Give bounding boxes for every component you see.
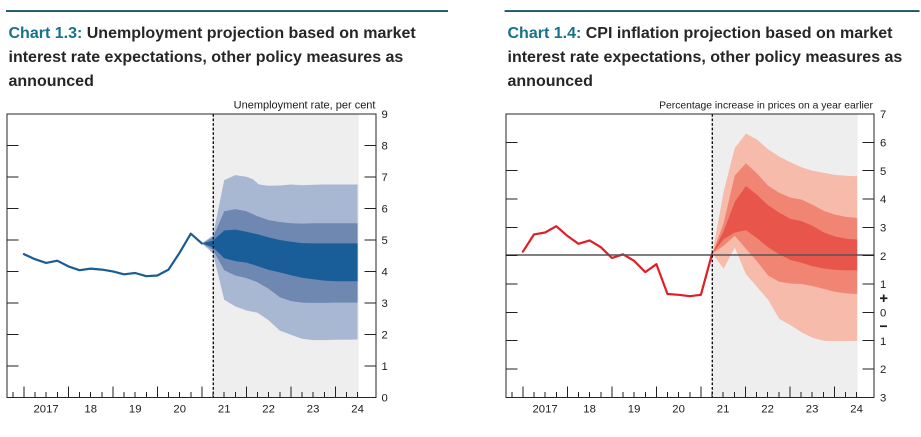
svg-text:4: 4 [880, 194, 886, 206]
svg-text:20: 20 [672, 403, 685, 415]
svg-text:6: 6 [880, 137, 886, 149]
svg-text:3: 3 [880, 223, 886, 235]
svg-text:21: 21 [218, 403, 231, 415]
svg-text:2017: 2017 [34, 403, 59, 415]
svg-text:22: 22 [262, 403, 275, 415]
svg-text:7: 7 [382, 172, 388, 184]
svg-text:Chart 1.4: CPI inflation proje: Chart 1.4: CPI inflation projection base… [508, 25, 894, 42]
svg-text:2: 2 [382, 330, 388, 342]
svg-text:0: 0 [382, 393, 388, 405]
svg-text:3: 3 [382, 298, 388, 310]
svg-text:interest rate expectations, ot: interest rate expectations, other policy… [508, 49, 903, 66]
svg-text:20: 20 [173, 403, 186, 415]
svg-text:21: 21 [717, 403, 730, 415]
svg-text:2: 2 [880, 364, 886, 376]
svg-text:1: 1 [382, 361, 388, 373]
svg-text:8: 8 [382, 141, 388, 153]
svg-text:19: 19 [628, 403, 641, 415]
svg-text:23: 23 [806, 403, 819, 415]
svg-text:Unemployment rate, per cent: Unemployment rate, per cent [234, 100, 376, 112]
svg-text:18: 18 [84, 403, 97, 415]
svg-text:5: 5 [880, 166, 886, 178]
svg-text:19: 19 [129, 403, 142, 415]
svg-text:announced: announced [9, 73, 94, 90]
svg-text:1: 1 [880, 336, 886, 348]
svg-text:5: 5 [382, 235, 388, 247]
svg-text:24: 24 [850, 403, 863, 415]
svg-text:24: 24 [351, 403, 364, 415]
svg-text:1: 1 [880, 279, 886, 291]
svg-text:4: 4 [382, 267, 388, 279]
svg-text:6: 6 [382, 204, 388, 216]
svg-text:announced: announced [508, 73, 593, 90]
svg-text:interest rate expectations, ot: interest rate expectations, other policy… [9, 49, 404, 66]
svg-text:22: 22 [761, 403, 774, 415]
svg-text:2: 2 [880, 251, 886, 263]
svg-text:23: 23 [307, 403, 320, 415]
svg-text:2017: 2017 [533, 403, 558, 415]
svg-text:0: 0 [880, 308, 886, 320]
svg-text:18: 18 [583, 403, 596, 415]
svg-text:Percentage increase in prices: Percentage increase in prices on a year … [659, 101, 873, 112]
svg-text:Chart 1.3: Unemployment projec: Chart 1.3: Unemployment projection based… [9, 25, 417, 42]
svg-text:7: 7 [880, 109, 886, 121]
svg-text:3: 3 [880, 393, 886, 405]
svg-text:9: 9 [382, 109, 388, 121]
